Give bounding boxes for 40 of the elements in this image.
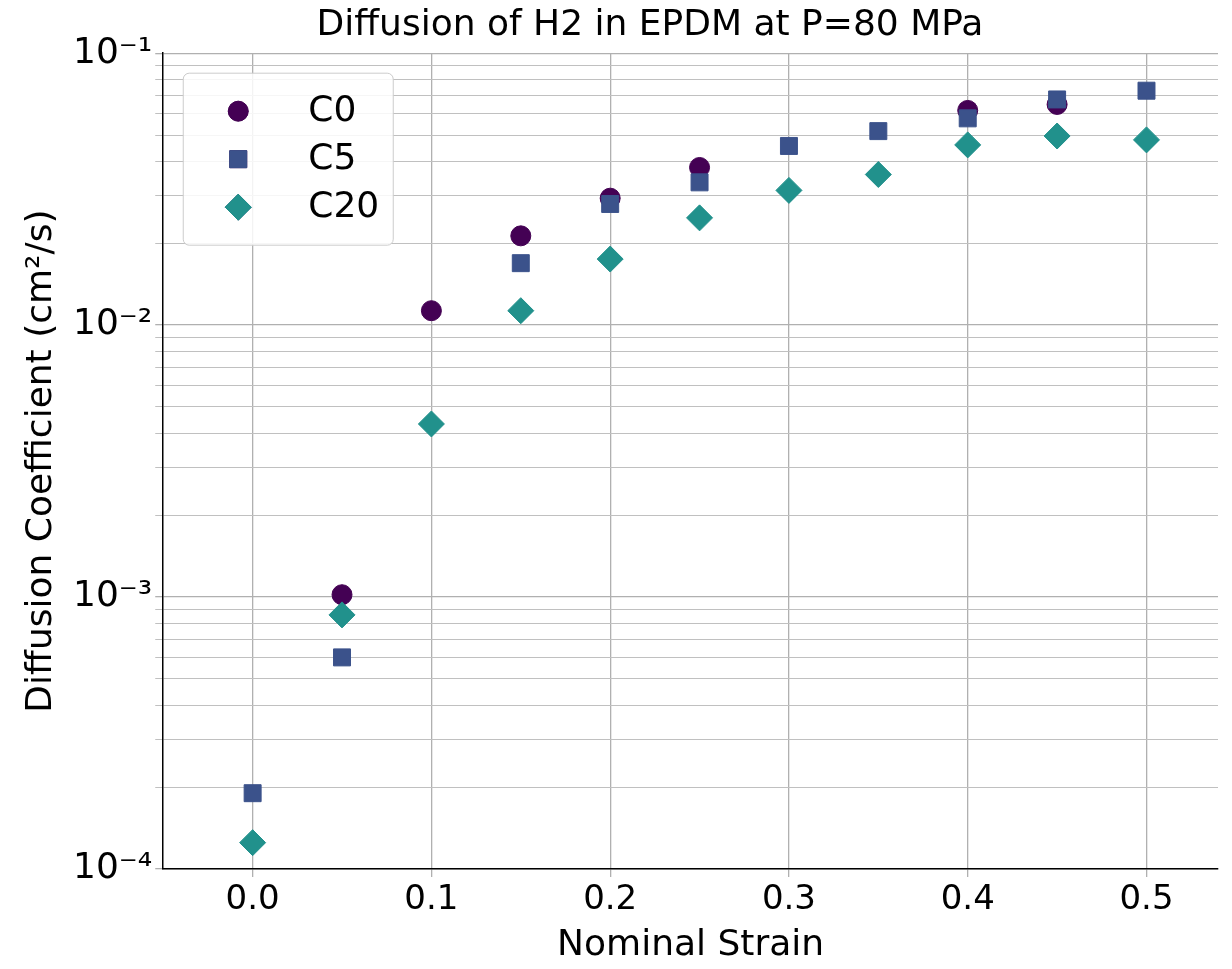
point: [1048, 90, 1067, 109]
point: [775, 176, 803, 204]
chart-title: Diffusion of H2 in EPDM at P=80 MPa: [316, 1, 984, 43]
point: [690, 173, 709, 192]
point: [1137, 81, 1156, 100]
point: [954, 131, 982, 159]
legend-label: C5: [308, 135, 357, 177]
point: [331, 584, 353, 606]
point: [333, 648, 351, 667]
point: [417, 410, 445, 438]
point: [601, 194, 620, 213]
point: [328, 601, 356, 629]
point: [958, 109, 977, 128]
x-tick-label: 0.0: [225, 877, 280, 918]
x-tick-label: 0.2: [583, 877, 638, 918]
x-axis-title: Nominal Strain: [557, 921, 825, 963]
legend-label: C0: [308, 87, 357, 129]
point: [864, 161, 892, 189]
x-tick-label: 0.5: [1119, 877, 1174, 918]
y-tick-label: 10⁻⁴: [72, 845, 153, 887]
x-tick-label: 0.1: [404, 877, 459, 918]
point: [686, 204, 714, 232]
point: [507, 297, 535, 325]
y-tick-label: 10⁻¹: [72, 29, 153, 71]
point: [239, 829, 267, 857]
y-tick-label: 10⁻²: [72, 301, 153, 343]
point: [1132, 126, 1160, 154]
point: [779, 136, 798, 155]
y-tick-label: 10⁻³: [72, 573, 153, 615]
y-axis-title: Diffusion Coefficient (cm²/s): [18, 209, 60, 713]
legend-label: C20: [308, 183, 380, 225]
point: [510, 225, 532, 247]
point: [869, 122, 888, 141]
point: [1043, 122, 1071, 150]
point: [243, 784, 262, 803]
x-tick-label: 0.4: [940, 877, 995, 918]
point: [596, 245, 624, 273]
point: [511, 254, 530, 273]
point: [420, 300, 442, 322]
x-tick-label: 0.3: [761, 877, 816, 918]
